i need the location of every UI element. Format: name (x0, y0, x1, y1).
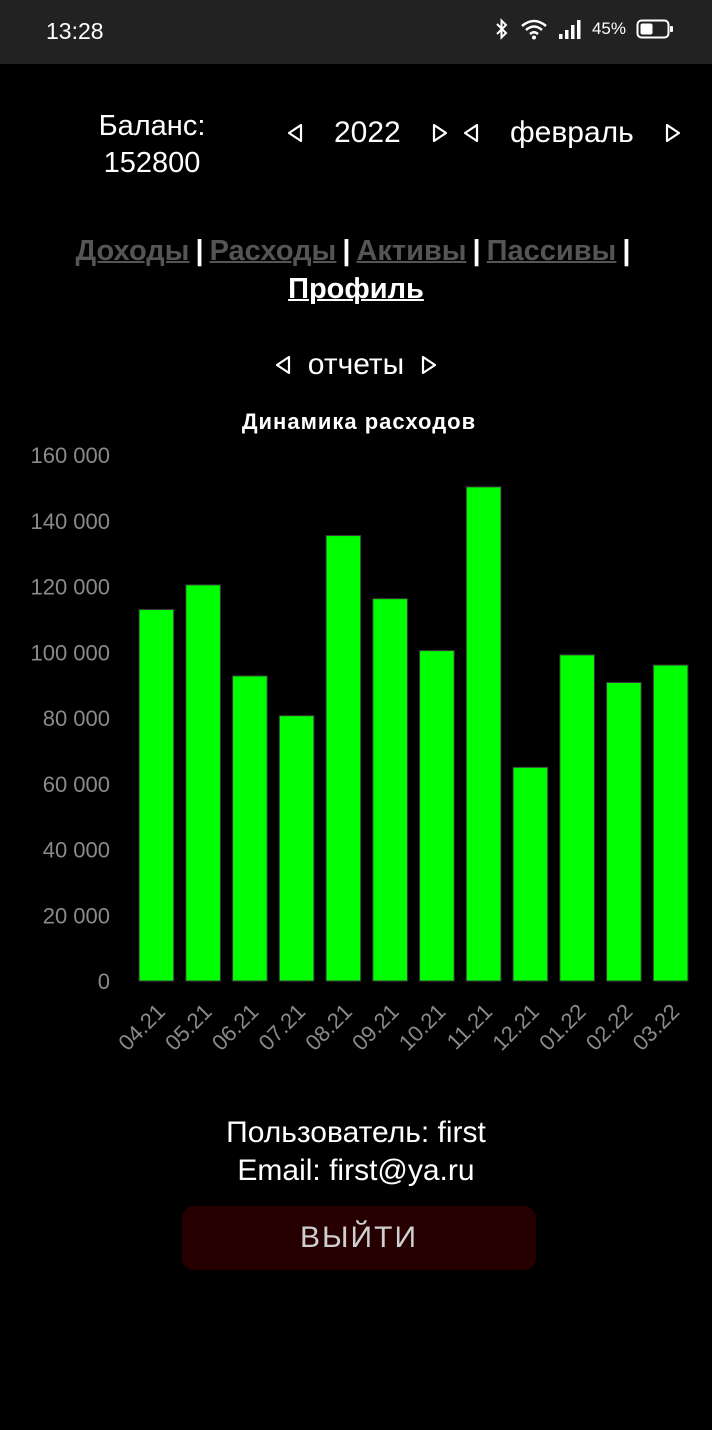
triangle-right-icon (422, 355, 437, 375)
reports-selector: отчеты (0, 348, 712, 382)
y-tick-label: 140 000 (30, 509, 110, 534)
status-time: 13:28 (46, 18, 104, 44)
x-tick-label: 11.21 (442, 999, 497, 1054)
reports-label: отчеты (307, 348, 405, 381)
reports-prev-button[interactable] (272, 350, 294, 380)
status-bar: 13:28 45% (0, 0, 712, 64)
triangle-left-icon (275, 355, 290, 375)
x-tick-label: 09.21 (347, 999, 404, 1056)
tab-separator: | (195, 235, 204, 267)
y-tick-label: 80 000 (43, 706, 110, 731)
chart-bar (372, 598, 408, 982)
chart-bar (559, 654, 595, 982)
tab-separator: | (622, 235, 631, 267)
chart-bar (325, 535, 362, 982)
y-tick-label: 40 000 (43, 838, 110, 863)
month-next-button[interactable] (662, 118, 684, 148)
x-tick-label: 04.21 (113, 999, 170, 1056)
y-tick-label: 0 (98, 969, 110, 994)
signal-icon (558, 20, 581, 39)
y-tick-label: 60 000 (43, 772, 110, 797)
x-tick-label: 12.21 (487, 999, 544, 1056)
x-tick-label: 10.21 (394, 999, 451, 1056)
expenses-chart: Динамика расходов 0 20 000 40 000 60 000 80 0… (30, 409, 689, 1056)
status-icons: 45% (494, 18, 674, 40)
tab-separator: | (472, 235, 481, 267)
x-tick-label: 01.22 (534, 999, 591, 1056)
battery-percentage: 45% (591, 19, 626, 38)
x-tick-label: 03.22 (628, 999, 685, 1056)
balance-block: Баланс: 152800 (92, 108, 212, 182)
logout-button[interactable]: ВЫЙТИ (182, 1206, 536, 1270)
chart-bar (138, 609, 175, 982)
balance-label: Баланс: (98, 110, 206, 142)
x-tick-label: 05.21 (160, 999, 217, 1056)
tab-income[interactable]: Доходы (75, 235, 190, 267)
month-prev-button[interactable] (460, 118, 482, 148)
user-email: Email: first@ya.ru (237, 1154, 475, 1187)
triangle-right-icon (432, 123, 447, 143)
x-tick-label: 02.22 (581, 999, 638, 1056)
chart-bar (232, 675, 268, 982)
chart-bar (465, 486, 502, 982)
year-value: 2022 (334, 116, 401, 149)
x-tick-label: 08.21 (300, 999, 357, 1056)
y-tick-label: 20 000 (43, 903, 110, 928)
year-next-button[interactable] (429, 118, 451, 148)
chart-bar (278, 715, 315, 982)
y-tick-label: 120 000 (30, 575, 110, 600)
bluetooth-icon (496, 18, 508, 40)
month-selector: февраль (460, 116, 684, 150)
y-tick-label: 100 000 (30, 640, 110, 665)
triangle-right-icon (665, 123, 680, 143)
reports-next-button[interactable] (418, 350, 440, 380)
tab-separator: | (342, 235, 351, 267)
chart-bar (512, 766, 549, 982)
tab-liabilities[interactable]: Пассивы (486, 235, 617, 267)
month-value: февраль (510, 116, 634, 149)
chart-title: Динамика расходов (242, 409, 476, 434)
chart-bar (652, 664, 689, 982)
triangle-left-icon (463, 123, 479, 143)
section-tabs: Доходы | Расходы | Активы | Пассивы | Профиль (0, 232, 712, 308)
balance-value: 152800 (103, 147, 201, 179)
profile-info: Пользователь: first Email: first@ya.ru (0, 1114, 712, 1190)
x-tick-label: 07.21 (254, 999, 311, 1056)
chart-bar (419, 650, 455, 982)
wifi-icon (521, 19, 547, 40)
year-selector: 2022 (284, 116, 451, 150)
y-tick-label: 160 000 (30, 443, 110, 468)
user-name: Пользователь: first (226, 1116, 486, 1149)
chart-bar (185, 584, 221, 982)
chart-bar (606, 681, 642, 982)
triangle-left-icon (287, 123, 303, 143)
year-prev-button[interactable] (284, 118, 306, 148)
battery-icon (636, 19, 673, 39)
tab-assets[interactable]: Активы (356, 235, 467, 267)
tab-expenses[interactable]: Расходы (209, 235, 337, 267)
tab-profile[interactable]: Профиль (288, 273, 424, 305)
x-tick-label: 06.21 (207, 999, 264, 1056)
